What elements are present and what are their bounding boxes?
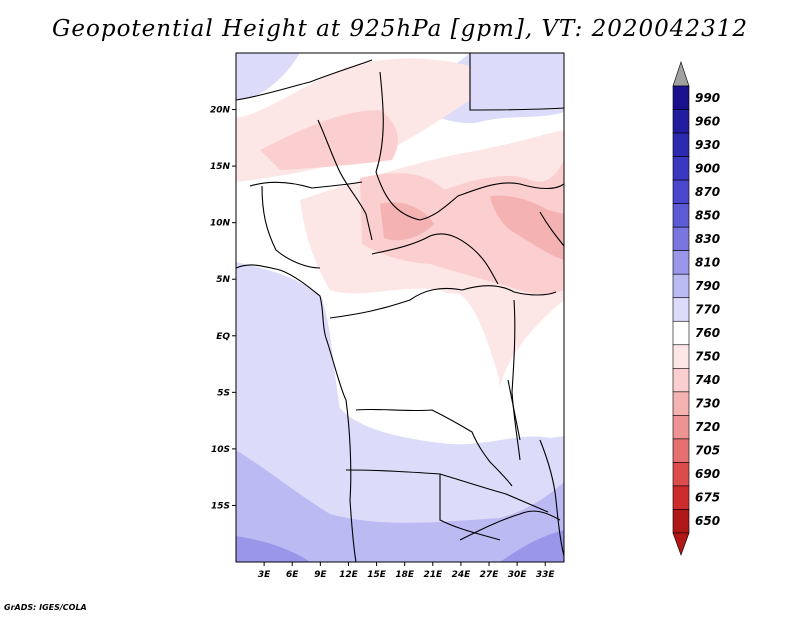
- longitude-axis: 3E 6E 9E 12E 15E 18E 21E 24E 27E 30E 33E: [258, 562, 556, 580]
- lon-tick-label: 18E: [395, 570, 415, 580]
- field-central-salmon: [360, 160, 564, 295]
- chart-title: Geopotential Height at 925hPa [gpm], VT:…: [52, 16, 748, 42]
- border-nigeria-border: [261, 185, 321, 269]
- colorbar-label: 760: [695, 326, 720, 340]
- colorbar-top-arrow: [672, 61, 690, 87]
- colorbar-swatch: [672, 391, 690, 416]
- colorbar-label: 870: [695, 185, 720, 199]
- colorbar-swatch: [672, 344, 690, 369]
- lon-tick-label: 12E: [339, 570, 359, 580]
- border-sudan-border: [375, 71, 565, 221]
- colorbar: 990 960 930 900 870 850 830 810 790 770 760 750 740 7…: [672, 61, 720, 556]
- border-congo-north-border: [329, 285, 557, 319]
- colorbar-label: 720: [695, 420, 720, 434]
- colorbar-label: 790: [695, 279, 720, 293]
- colorbar-bottom-arrow: [672, 532, 690, 556]
- border-libya-sahara: [235, 59, 373, 101]
- lon-tick-label: 15E: [367, 570, 387, 580]
- border-ethiopia-border: [539, 211, 565, 247]
- lon-tick-label: 9E: [314, 570, 327, 580]
- lat-tick-label: 15S: [211, 501, 230, 511]
- colorbar-label: 770: [695, 303, 720, 317]
- lat-tick-label: 20N: [210, 106, 231, 116]
- colorbar-label: 850: [695, 208, 720, 222]
- colorbar-label: 705: [695, 444, 720, 458]
- border-zambia-border: [439, 473, 549, 513]
- lat-tick-label: 5N: [216, 275, 230, 285]
- colorbar-swatch: [672, 226, 690, 251]
- colorbar-swatch: [672, 509, 690, 534]
- colorbar-swatch: [672, 250, 690, 275]
- field-south-midblue: [236, 450, 564, 562]
- border-chad-border: [317, 119, 373, 241]
- country-borders: [235, 53, 565, 563]
- grads-credit: GrADS: IGES/COLA: [4, 603, 87, 612]
- colorbar-label: 900: [695, 161, 720, 175]
- colorbar-label: 740: [695, 373, 720, 387]
- colorbar-swatch: [672, 179, 690, 204]
- lon-tick-label: 6E: [286, 570, 299, 580]
- colorbar-swatch: [672, 156, 690, 181]
- colorbar-label: 750: [695, 350, 720, 364]
- colorbar-label: 830: [695, 232, 720, 246]
- colorbar-swatch: [672, 297, 690, 322]
- lat-tick-label: 10S: [211, 445, 230, 455]
- field-central-basin-white: [368, 293, 500, 436]
- colorbar-swatch: [672, 132, 690, 157]
- border-tanganyika: [507, 379, 521, 441]
- lat-tick-label: EQ: [216, 332, 230, 342]
- border-east-coastline: [539, 439, 565, 557]
- latitude-axis: 20N 15N 10N 5N EQ 5S 10S 15S: [210, 106, 236, 511]
- colorbar-label: 650: [695, 514, 720, 528]
- colorbar-swatch: [672, 462, 690, 487]
- colorbar-label: 990: [695, 91, 720, 105]
- lat-tick-label: 15N: [210, 162, 231, 172]
- colorbar-swatch: [672, 320, 690, 346]
- lon-tick-label: 24E: [452, 570, 472, 580]
- border-sahel-border: [249, 181, 363, 189]
- field-northwest-lightblue: [236, 53, 300, 100]
- colorbar-label: 675: [695, 491, 720, 505]
- field-southeast-deepblue: [500, 530, 564, 562]
- lon-tick-label: 27E: [480, 570, 500, 580]
- colorbar-swatch: [672, 415, 690, 440]
- map-frame: [235, 52, 565, 563]
- colorbar-label: 690: [695, 467, 720, 481]
- border-angola-border: [345, 469, 501, 541]
- border-car-border: [371, 233, 499, 285]
- colorbar-label: 960: [695, 114, 720, 128]
- colorbar-swatch: [672, 485, 690, 510]
- lat-tick-label: 5S: [217, 388, 230, 398]
- colorbar-swatch: [672, 273, 690, 299]
- border-zambezi: [459, 510, 561, 541]
- lat-tick-label: 10N: [210, 219, 231, 229]
- lon-tick-label: 33E: [536, 570, 556, 580]
- colorbar-label: 730: [695, 397, 720, 411]
- border-east-rift: [511, 299, 521, 461]
- colorbar-swatch: [672, 203, 690, 228]
- border-drc-southern-border: [355, 408, 513, 487]
- colorbar-swatch: [672, 368, 690, 393]
- colorbar-swatch: [672, 109, 690, 134]
- colorbar-swatch: [672, 85, 690, 110]
- colorbar-label: 810: [695, 255, 720, 269]
- lon-tick-label: 21E: [423, 570, 443, 580]
- field-central-rose: [380, 202, 434, 241]
- field-southwest-deepblue: [236, 536, 310, 562]
- border-egypt-border: [469, 53, 565, 111]
- field-north-salmon: [260, 110, 398, 170]
- border-west-coast: [235, 264, 357, 563]
- field-east-rose: [490, 195, 564, 260]
- colorbar-label: 930: [695, 138, 720, 152]
- lon-tick-label: 30E: [508, 570, 528, 580]
- lon-tick-label: 3E: [258, 570, 271, 580]
- colorbar-swatch: [672, 438, 690, 463]
